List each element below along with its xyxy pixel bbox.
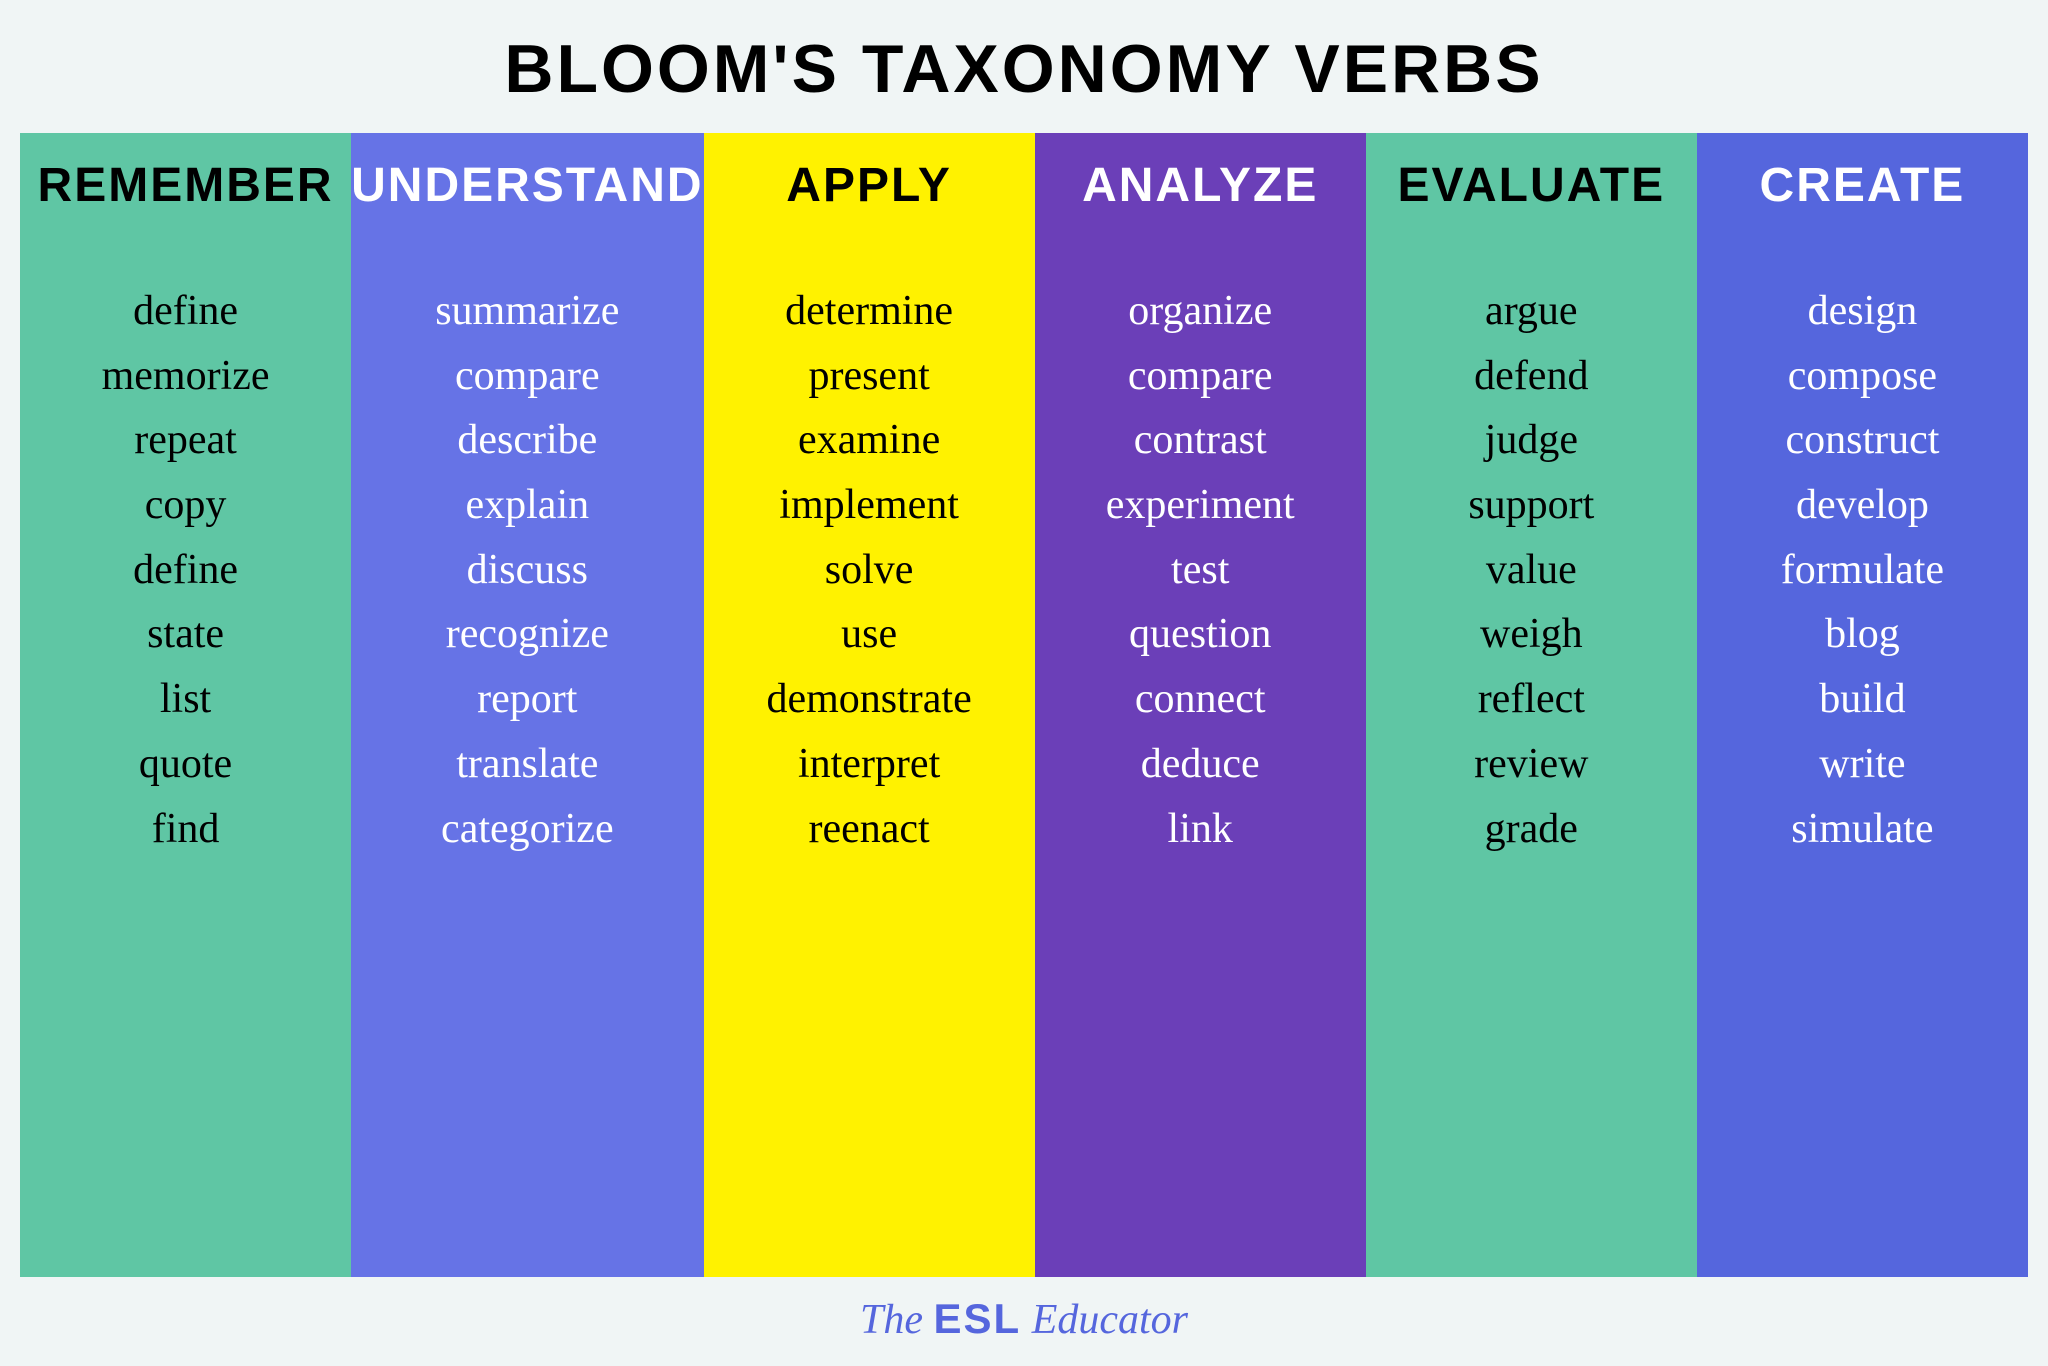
verb-item: construct <box>1785 412 1939 469</box>
verb-item: review <box>1474 736 1588 793</box>
verb-item: quote <box>139 736 232 793</box>
verb-item: judge <box>1485 412 1578 469</box>
verb-item: use <box>841 606 897 663</box>
verb-item: design <box>1808 283 1918 340</box>
verb-item: compose <box>1788 348 1937 405</box>
column-header: REMEMBER <box>38 158 334 213</box>
verb-item: explain <box>466 477 590 534</box>
verb-item: determine <box>785 283 953 340</box>
footer-mid: ESL <box>934 1295 1022 1342</box>
verb-item: reenact <box>808 801 929 858</box>
verb-list: determine present examine implement solve use… <box>766 283 971 857</box>
verb-item: discuss <box>467 542 588 599</box>
verb-item: memorize <box>102 348 270 405</box>
verb-item: experiment <box>1106 477 1295 534</box>
verb-item: test <box>1171 542 1229 599</box>
footer-post: Educator <box>1021 1297 1188 1343</box>
verb-item: weigh <box>1480 606 1583 663</box>
verb-list: argue defend judge support value weigh reflect… <box>1468 283 1594 857</box>
verb-item: grade <box>1485 801 1578 858</box>
verb-item: contrast <box>1134 412 1267 469</box>
verb-item: connect <box>1135 671 1266 728</box>
verb-item: build <box>1819 671 1905 728</box>
verb-item: list <box>160 671 211 728</box>
verb-item: examine <box>798 412 940 469</box>
verb-item: describe <box>457 412 597 469</box>
verb-item: copy <box>145 477 227 534</box>
verb-item: defend <box>1474 348 1588 405</box>
verb-item: solve <box>825 542 914 599</box>
column-header: CREATE <box>1760 158 1966 213</box>
column-header: ANALYZE <box>1082 158 1318 213</box>
column-understand: UNDERSTAND summarize compare describe explai… <box>351 133 703 1277</box>
verb-item: translate <box>456 736 598 793</box>
verb-item: define <box>133 283 238 340</box>
verb-item: link <box>1168 801 1233 858</box>
verb-item: present <box>808 348 929 405</box>
verb-item: compare <box>1128 348 1273 405</box>
verb-list: organize compare contrast experiment test que… <box>1106 283 1295 857</box>
verb-item: state <box>147 606 224 663</box>
verb-item: define <box>133 542 238 599</box>
column-analyze: ANALYZE organize compare contrast experiment… <box>1035 133 1366 1277</box>
column-apply: APPLY determine present examine implement sol… <box>704 133 1035 1277</box>
column-header: UNDERSTAND <box>351 158 703 213</box>
verb-item: find <box>152 801 220 858</box>
page-title: BLOOM'S TAXONOMY VERBS <box>0 0 2048 133</box>
verb-item: compare <box>455 348 600 405</box>
verb-item: summarize <box>435 283 619 340</box>
column-header: EVALUATE <box>1398 158 1666 213</box>
verb-item: demonstrate <box>766 671 971 728</box>
verb-item: support <box>1468 477 1594 534</box>
verb-list: summarize compare describe explain discuss re… <box>435 283 619 857</box>
verb-item: develop <box>1796 477 1929 534</box>
columns-container: REMEMBER define memorize repeat copy define st… <box>0 133 2048 1277</box>
verb-list: define memorize repeat copy define state list q… <box>102 283 270 857</box>
verb-item: recognize <box>446 606 609 663</box>
verb-item: simulate <box>1791 801 1933 858</box>
verb-item: implement <box>779 477 959 534</box>
verb-item: deduce <box>1141 736 1260 793</box>
column-create: CREATE design compose construct develop formu… <box>1697 133 2028 1277</box>
footer-pre: The <box>860 1297 934 1343</box>
verb-item: categorize <box>441 801 614 858</box>
verb-item: organize <box>1128 283 1272 340</box>
verb-item: write <box>1819 736 1905 793</box>
footer-credit: The ESL Educator <box>0 1277 2048 1366</box>
column-remember: REMEMBER define memorize repeat copy define st… <box>20 133 351 1277</box>
verb-item: repeat <box>134 412 237 469</box>
verb-item: report <box>477 671 577 728</box>
verb-item: blog <box>1825 606 1900 663</box>
column-evaluate: EVALUATE argue defend judge support value weig… <box>1366 133 1697 1277</box>
verb-item: question <box>1129 606 1271 663</box>
verb-item: value <box>1486 542 1577 599</box>
verb-item: reflect <box>1478 671 1585 728</box>
verb-item: argue <box>1485 283 1578 340</box>
column-header: APPLY <box>786 158 952 213</box>
verb-item: interpret <box>798 736 940 793</box>
verb-item: formulate <box>1781 542 1944 599</box>
verb-list: design compose construct develop formulate bl… <box>1781 283 1944 857</box>
